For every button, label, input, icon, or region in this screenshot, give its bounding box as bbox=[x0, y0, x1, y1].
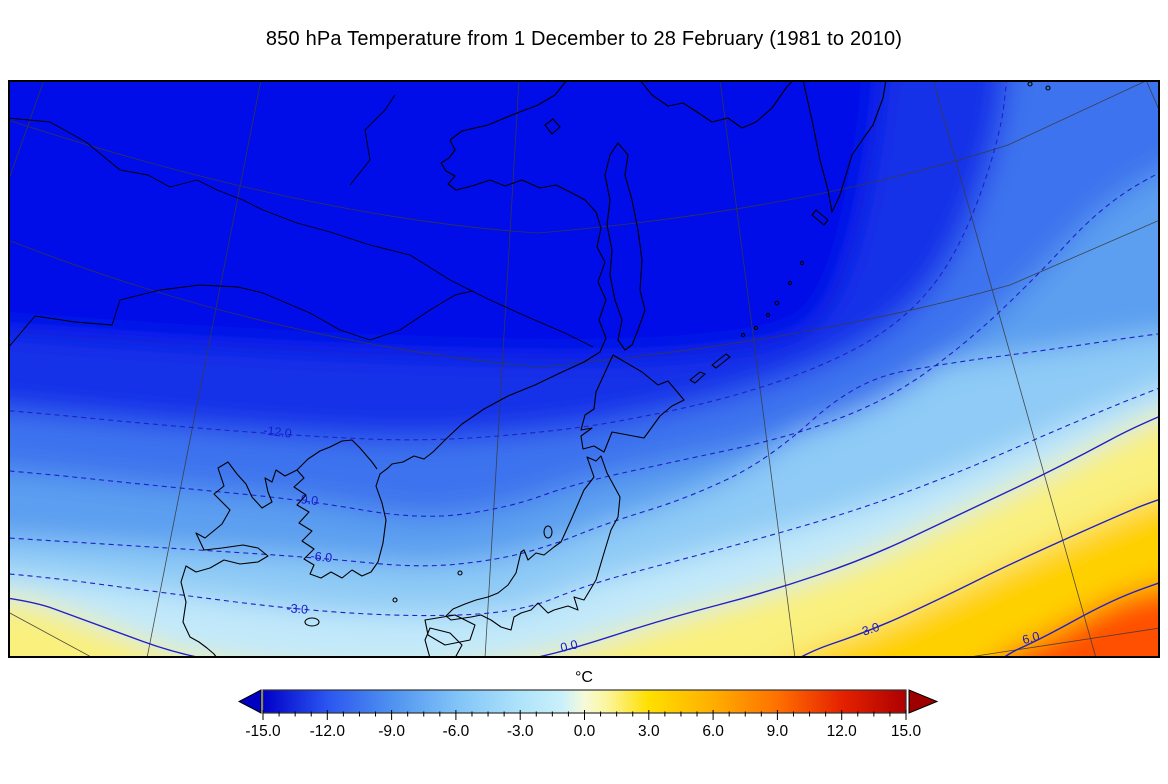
colorbar-canvas: °C -15.0 -12.0 -9.0 -6.0 -3.0 0.0 3.0 6.0 9.0 12.… bbox=[237, 669, 939, 740]
coastline-honshu bbox=[445, 455, 621, 631]
coastline-china bbox=[180, 461, 298, 658]
meridian-line bbox=[932, 80, 1097, 658]
contour-line--9 bbox=[8, 171, 1160, 517]
island-shantar bbox=[544, 118, 561, 135]
map-canvas: -12.0 -9.0 -6.0 -3.0 0.0 3.0 6.0 bbox=[8, 80, 1160, 658]
colorbar-tick-label: -9.0 bbox=[378, 723, 405, 740]
colorbar-tick-labels: -15.0 -12.0 -9.0 -6.0 -3.0 0.0 3.0 6.0 9.0 12.0 15… bbox=[245, 723, 921, 740]
contour-line--3 bbox=[8, 387, 1160, 617]
colorbar-tick-label: -6.0 bbox=[443, 723, 470, 740]
colorbar-tick-label: 15.0 bbox=[891, 723, 922, 740]
parallel-line bbox=[962, 627, 1160, 658]
island-kuril bbox=[765, 312, 771, 318]
graticule-layer bbox=[8, 80, 1160, 658]
map-frame bbox=[8, 80, 1160, 658]
field-band-above--15 bbox=[8, 80, 881, 359]
contour-line--15 bbox=[8, 80, 882, 360]
island-kuril bbox=[774, 300, 780, 306]
contour-label-0.0: 0.0 bbox=[559, 637, 579, 655]
contour-label--3.0: -3.0 bbox=[286, 601, 309, 616]
island-kuril bbox=[799, 260, 805, 266]
island-jeju bbox=[304, 617, 320, 627]
colorbar-tick-label: -12.0 bbox=[310, 723, 346, 740]
coastline-siberia bbox=[293, 80, 607, 579]
temperature-map: -12.0 -9.0 -6.0 -3.0 0.0 3.0 6.0 bbox=[8, 80, 1160, 658]
coastline-hokkaido bbox=[580, 354, 685, 453]
river-ussuri bbox=[8, 284, 474, 349]
island-kunashiri bbox=[689, 371, 706, 384]
chart-title: 850 hPa Temperature from 1 December to 2… bbox=[265, 28, 903, 50]
contour-label-6.0: 6.0 bbox=[1021, 629, 1041, 647]
coastline-okhotsk-north bbox=[639, 80, 794, 129]
colorbar-gradient bbox=[262, 689, 907, 714]
colorbar-tick-label: 0.0 bbox=[574, 723, 596, 740]
meridian-line bbox=[719, 80, 796, 658]
island-oki bbox=[457, 570, 463, 576]
contour-label--9.0: -9.0 bbox=[296, 492, 319, 508]
river-amur bbox=[8, 117, 594, 348]
colorbar-tick-label: 12.0 bbox=[827, 723, 858, 740]
contour-label--12.0: -12.0 bbox=[262, 423, 292, 440]
island-paramushir bbox=[811, 209, 829, 226]
colorbar-tick-label: 6.0 bbox=[702, 723, 724, 740]
coastline-sakhalin bbox=[604, 142, 646, 351]
contour-label-3.0: 3.0 bbox=[860, 620, 881, 639]
island-etorofu bbox=[711, 353, 731, 369]
island-kuril bbox=[740, 332, 746, 338]
contour-line-6 bbox=[1001, 581, 1160, 658]
meridian-line bbox=[1145, 80, 1160, 113]
colorbar-tick-label: -3.0 bbox=[507, 723, 534, 740]
colorbar: °C -15.0 -12.0 -9.0 -6.0 -3.0 0.0 3.0 6.0 9.0 12.… bbox=[225, 660, 955, 760]
meridian-line bbox=[8, 80, 45, 183]
contour-label--6.0: -6.0 bbox=[310, 549, 333, 565]
colorbar-under-arrow bbox=[237, 689, 262, 714]
coastline-kyushu bbox=[424, 627, 463, 658]
colorbar-ticks bbox=[262, 710, 907, 720]
island-commander bbox=[1045, 85, 1051, 91]
colorbar-tick-label: 3.0 bbox=[638, 723, 660, 740]
island-kuril bbox=[753, 325, 759, 331]
meridian-line bbox=[146, 80, 262, 658]
coastline-kamchatka bbox=[802, 80, 887, 213]
meridian-line bbox=[484, 80, 520, 658]
unit-label: °C bbox=[575, 669, 593, 686]
island-tsushima bbox=[392, 597, 398, 603]
parallel-line bbox=[8, 611, 94, 658]
colorbar-tick-label: 9.0 bbox=[767, 723, 789, 740]
parallel-line bbox=[8, 80, 1149, 234]
temperature-field bbox=[8, 80, 1160, 658]
island-kuril bbox=[787, 280, 793, 286]
coastline-shikoku bbox=[424, 614, 476, 646]
contour-line--6 bbox=[8, 333, 1160, 567]
island-sado bbox=[543, 525, 553, 539]
contour-line-0 bbox=[8, 415, 1160, 658]
parallel-line bbox=[8, 219, 1160, 368]
coastline-layer bbox=[8, 80, 1051, 658]
colorbar-over-arrow bbox=[908, 689, 939, 714]
river-upper bbox=[349, 94, 396, 186]
colorbar-tick-label: -15.0 bbox=[245, 723, 281, 740]
